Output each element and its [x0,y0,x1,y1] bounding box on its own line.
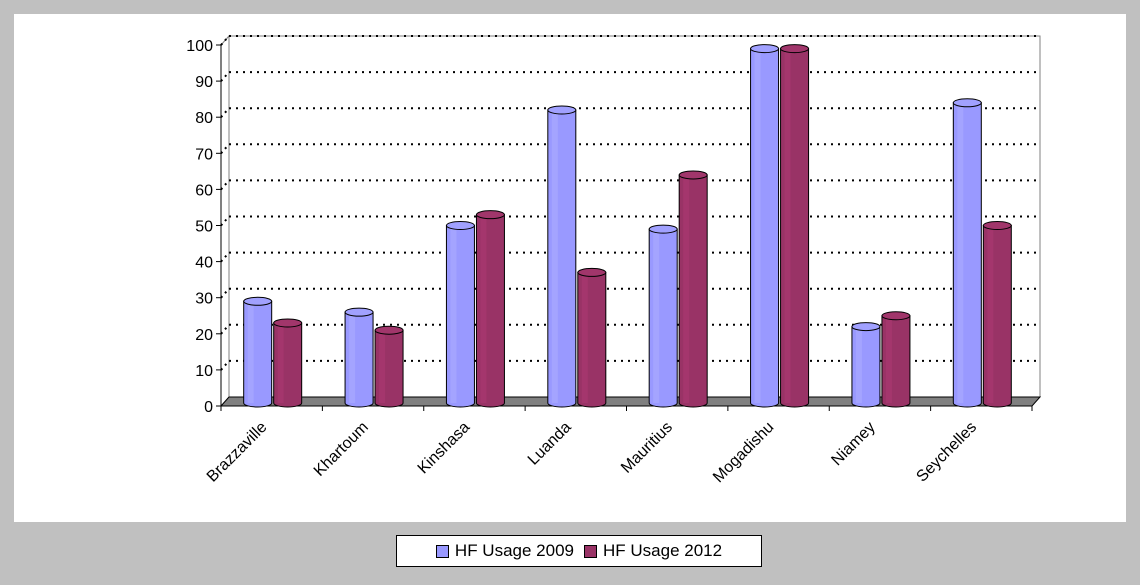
x-tick-label: Mogadishu [710,419,777,486]
y-tick-label: 20 [195,327,213,344]
y-tick-label: 60 [195,182,213,199]
gridline-side [220,35,230,46]
bar-highlight [683,176,690,403]
gridline-side [220,71,230,82]
gridline-side [220,251,230,263]
bar-cap [750,44,780,54]
bar-highlight [450,227,457,403]
x-tick-label: Khartoum [311,419,372,480]
bar-highlight [581,274,588,403]
legend-item-2012: HF Usage 2012 [584,541,722,561]
bar-cap [273,318,303,328]
bar-cap [243,296,273,306]
bar-cap [881,311,911,321]
gridline-side [220,324,230,335]
bar-cap [344,307,374,317]
legend-swatch-2009 [435,544,449,558]
bar-cap [445,221,475,230]
bar-highlight [754,50,761,404]
bar-cap [577,267,607,277]
gridline-side [220,360,230,371]
bar-highlight [551,111,558,403]
legend-label-2009: HF Usage 2009 [454,541,574,560]
legend-item-2009: HF Usage 2009 [435,541,574,561]
y-tick-label: 10 [195,363,213,380]
y-tick-label: 100 [186,38,213,55]
gridline-side [220,179,230,191]
y-tick-label: 50 [195,219,213,236]
gridline-side [220,288,230,299]
x-tick-label: Seychelles [913,419,980,486]
bar-cap [547,105,577,115]
bar-cap [982,221,1012,230]
plot-floor [219,396,1042,407]
bar-cap [678,170,708,180]
bar-cap [952,98,982,108]
bar-highlight [784,50,791,404]
bar-highlight [987,227,994,403]
y-tick-label: 90 [195,74,213,91]
y-tick-label: 0 [204,399,213,416]
chart-legend: HF Usage 2009 HF Usage 2012 [396,535,762,567]
legend-swatch-2012 [584,544,597,558]
bar-highlight [885,317,892,403]
x-tick-label: Niamey [828,419,878,469]
bar-highlight [247,303,254,403]
x-tick-label: Brazzaville [204,419,271,486]
bar-cap [780,44,810,54]
gridline-side [220,215,230,227]
legend-label-2012: HF Usage 2012 [603,541,723,560]
gridline-side [220,143,230,154]
bar-cap [851,322,881,332]
y-tick-label: 30 [195,291,213,308]
bar-highlight [379,332,386,403]
bar-highlight [349,314,356,403]
bar-highlight [277,324,284,403]
x-tick-label: Kinshasa [415,419,474,478]
bar-highlight [480,216,487,403]
bar-highlight [653,231,660,403]
bar-cap [648,224,678,234]
y-tick-label: 40 [195,255,213,272]
bar-highlight [957,104,964,403]
x-tick-label: Mauritius [618,419,676,477]
bar-cap [374,325,404,335]
bar-cap [475,210,505,220]
y-tick-label: 70 [195,146,213,163]
x-tick-label: Luanda [525,419,575,469]
gridline-side [220,107,230,118]
y-tick-label: 80 [195,110,213,127]
bar-highlight [855,328,862,403]
